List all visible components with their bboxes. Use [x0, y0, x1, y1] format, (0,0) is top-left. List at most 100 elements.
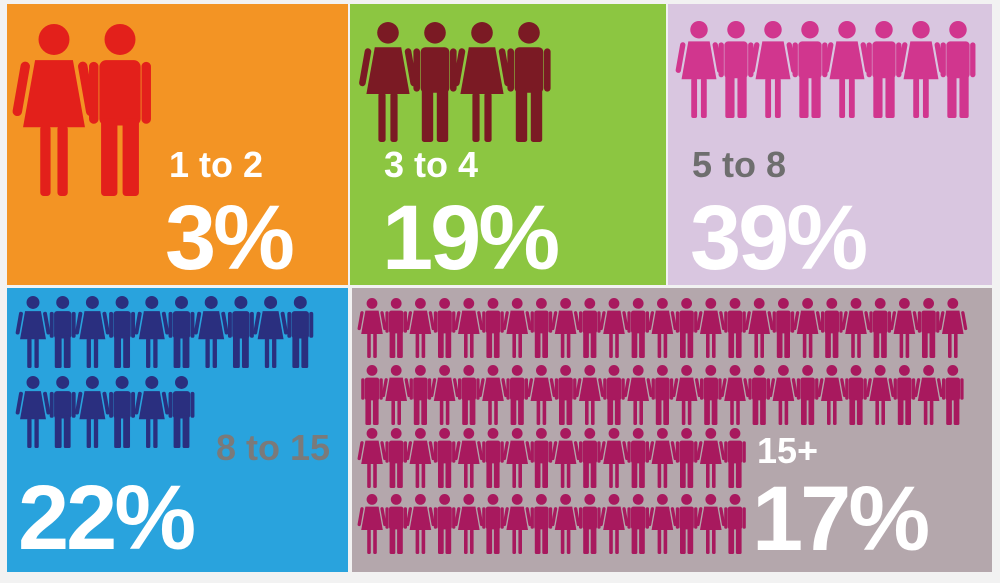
woman-icon [672, 365, 702, 425]
percent-value: 39% [690, 187, 868, 285]
man-icon [168, 376, 195, 448]
woman-icon [430, 365, 460, 425]
woman-icon [551, 428, 581, 488]
man-icon [530, 494, 553, 554]
man-icon [168, 296, 195, 368]
man-icon [724, 298, 746, 358]
man-icon [433, 428, 456, 488]
percent-value: 22% [18, 467, 196, 569]
man-icon [724, 494, 746, 554]
category-label: 1 to 2 [169, 144, 264, 185]
man-icon [796, 365, 819, 425]
people-icons-group [357, 298, 968, 554]
man-icon [109, 296, 136, 368]
man-icon [482, 494, 504, 554]
woman-icon [599, 494, 629, 554]
woman-icon [253, 296, 288, 368]
man-icon [579, 494, 601, 554]
woman-icon [696, 494, 726, 554]
man-icon [866, 21, 902, 118]
man-icon [49, 376, 76, 448]
man-icon [940, 21, 976, 118]
people-icons-group [12, 24, 151, 196]
man-icon [869, 298, 891, 358]
man-icon [482, 428, 504, 488]
tile-3-to-4: 3 to 4 19% [350, 4, 666, 285]
man-icon [579, 298, 601, 358]
percent-value: 17% [752, 468, 930, 570]
man-icon [413, 22, 457, 142]
man-icon [845, 365, 867, 425]
man-icon [530, 428, 553, 488]
woman-icon [599, 298, 629, 358]
woman-icon [405, 298, 435, 358]
woman-icon [134, 376, 170, 448]
woman-icon [749, 21, 797, 118]
man-icon [718, 21, 754, 118]
woman-icon [15, 376, 51, 448]
woman-icon [793, 298, 823, 358]
man-icon [361, 365, 383, 425]
woman-icon [75, 296, 110, 368]
woman-icon [696, 298, 726, 358]
woman-icon [478, 365, 508, 425]
man-icon [821, 298, 843, 358]
percent-value: 3% [165, 187, 295, 285]
man-icon [675, 494, 698, 554]
man-icon [603, 365, 625, 425]
man-icon [109, 376, 136, 448]
man-icon [627, 428, 649, 488]
people-icons-group [359, 22, 551, 142]
woman-icon [381, 365, 411, 425]
woman-icon [454, 298, 484, 358]
man-icon [942, 365, 964, 425]
woman-icon [865, 365, 895, 425]
woman-icon [357, 494, 387, 554]
man-icon [893, 365, 916, 425]
man-icon [748, 365, 770, 425]
man-icon [507, 22, 551, 142]
woman-icon [647, 298, 677, 358]
woman-icon [193, 296, 229, 368]
category-label: 5 to 8 [692, 144, 787, 185]
woman-icon [841, 298, 871, 358]
woman-icon [768, 365, 798, 425]
man-icon [772, 298, 795, 358]
people-icons-group [15, 296, 314, 448]
category-label: 3 to 4 [384, 144, 479, 185]
woman-icon [405, 428, 435, 488]
man-icon [700, 365, 722, 425]
woman-icon [75, 376, 110, 448]
man-icon [385, 428, 407, 488]
woman-icon [696, 428, 726, 488]
man-icon [530, 298, 553, 358]
man-icon [792, 21, 828, 118]
woman-icon [675, 21, 723, 118]
man-icon [409, 365, 432, 425]
woman-icon [502, 298, 532, 358]
man-icon [724, 428, 746, 488]
man-icon [917, 298, 940, 358]
woman-icon [647, 428, 677, 488]
woman-icon [454, 494, 484, 554]
man-icon [554, 365, 577, 425]
woman-icon [551, 298, 581, 358]
man-icon [385, 298, 407, 358]
man-icon [506, 365, 528, 425]
man-icon [675, 298, 698, 358]
category-label: 15+ [757, 430, 819, 471]
woman-icon [357, 298, 387, 358]
man-icon [482, 298, 504, 358]
woman-icon [575, 365, 605, 425]
woman-icon [551, 494, 581, 554]
man-icon [49, 296, 76, 368]
tile-8-to-15: 8 to 15 22% [7, 288, 348, 572]
woman-icon [357, 428, 387, 488]
tile-1-to-2: 1 to 2 3% [7, 4, 348, 285]
woman-icon [502, 494, 532, 554]
man-icon [433, 494, 456, 554]
man-icon [579, 428, 601, 488]
woman-icon [938, 298, 968, 358]
woman-icon [502, 428, 532, 488]
woman-icon [647, 494, 677, 554]
